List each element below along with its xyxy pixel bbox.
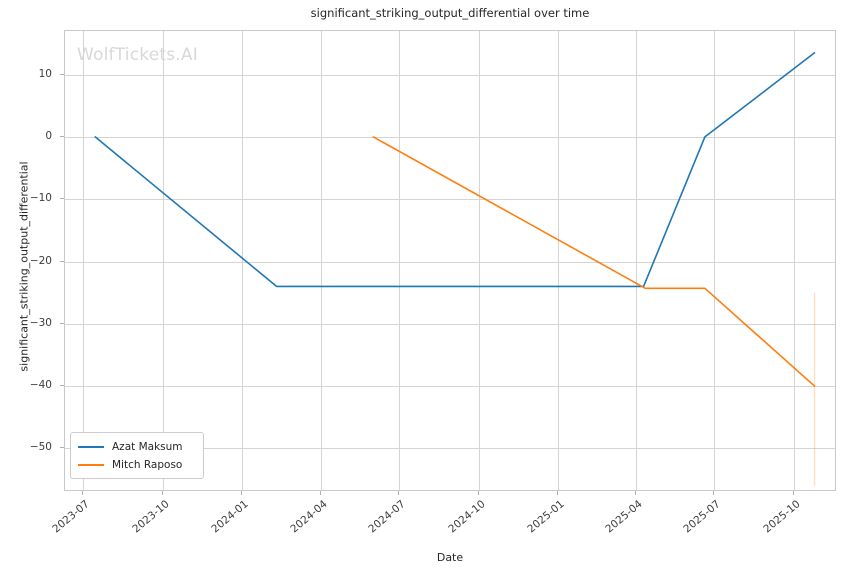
x-tick-mark	[82, 491, 84, 495]
legend: Azat Maksum Mitch Raposo	[70, 432, 204, 479]
plot-area: WolfTickets.AI	[64, 30, 836, 491]
x-tick-label: 2025-04	[603, 498, 645, 536]
x-tick-label: 2023-07	[50, 498, 92, 536]
x-tick-label: 2024-10	[446, 498, 488, 536]
y-tick-mark	[60, 260, 64, 262]
y-tick-mark	[60, 198, 64, 200]
x-tick-mark	[634, 491, 636, 495]
gridline-horizontal	[65, 323, 835, 325]
legend-item-label: Mitch Raposo	[112, 459, 183, 471]
x-tick-mark	[477, 491, 479, 495]
x-tick-mark	[319, 491, 321, 495]
gridline-horizontal	[65, 74, 835, 76]
x-tick-label: 2024-01	[209, 498, 251, 536]
y-tick-label: −30	[29, 316, 52, 329]
legend-item-0[interactable]: Azat Maksum	[78, 438, 196, 456]
x-tick-mark	[241, 491, 243, 495]
y-tick-label: −10	[29, 192, 52, 205]
x-tick-label: 2025-01	[525, 498, 567, 536]
y-tick-mark	[60, 322, 64, 324]
gridline-vertical	[162, 31, 164, 490]
x-tick-mark	[792, 491, 794, 495]
x-tick-label: 2024-04	[287, 498, 330, 536]
x-tick-label: 2025-07	[681, 498, 724, 536]
y-tick-mark	[60, 385, 64, 387]
y-tick-label: −20	[29, 254, 52, 267]
gridline-vertical	[714, 31, 716, 490]
y-tick-mark	[60, 447, 64, 449]
y-axis-label: significant_striking_output_differential	[17, 161, 31, 372]
gridline-horizontal	[65, 136, 835, 138]
gridline-vertical	[478, 31, 480, 490]
series-line-1	[372, 136, 816, 387]
chart-title: significant_striking_output_differential…	[310, 6, 590, 20]
y-tick-label: 0	[45, 129, 52, 142]
gridline-vertical	[83, 31, 85, 490]
x-axis-label: Date	[436, 551, 464, 564]
series-layer	[94, 51, 816, 486]
gridline-horizontal	[65, 386, 835, 388]
x-tick-mark	[398, 491, 400, 495]
gridline-vertical	[635, 31, 637, 490]
x-tick-label: 2025-10	[761, 498, 803, 536]
gridline-vertical	[399, 31, 401, 490]
gridline-horizontal	[65, 448, 835, 450]
legend-color-swatch	[78, 446, 104, 448]
y-tick-mark	[60, 73, 64, 75]
series-line-0	[94, 51, 816, 288]
gridline-vertical	[242, 31, 244, 490]
legend-item-1[interactable]: Mitch Raposo	[78, 456, 196, 474]
y-tick-label: −40	[29, 379, 52, 392]
gridline-vertical	[320, 31, 322, 490]
x-tick-mark	[161, 491, 163, 495]
gridline-vertical	[558, 31, 560, 490]
y-tick-mark	[60, 135, 64, 137]
y-tick-label: 10	[38, 67, 52, 80]
x-tick-label: 2023-10	[129, 498, 172, 536]
watermark-label: WolfTickets.AI	[77, 45, 198, 65]
x-tick-label: 2024-07	[366, 498, 408, 536]
x-tick-mark	[713, 491, 715, 495]
gridline-horizontal	[65, 261, 835, 263]
legend-color-swatch	[78, 464, 104, 466]
y-tick-label: −50	[29, 441, 52, 454]
legend-item-label: Azat Maksum	[112, 441, 183, 453]
x-tick-mark	[557, 491, 559, 495]
gridline-vertical	[793, 31, 795, 490]
gridline-horizontal	[65, 199, 835, 201]
